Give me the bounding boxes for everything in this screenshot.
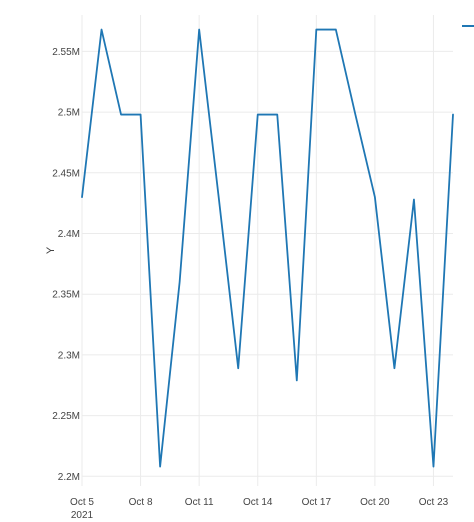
x-tick-sublabel: 2021	[71, 510, 94, 521]
y-axis-title: Y	[45, 246, 57, 254]
axis-layer: 2.2M 2.25M 2.3M 2.35M 2.4M 2.45M 2.5M 2.55M Oct …	[45, 47, 449, 521]
x-tick-label: Oct 8	[129, 497, 153, 508]
x-tick-label: Oct 23	[419, 497, 449, 508]
y-tick-label: 2.35M	[52, 290, 80, 301]
y-tick-label: 2.3M	[58, 350, 80, 361]
x-tick-label: Oct 17	[302, 497, 332, 508]
x-tick-label: Oct 11	[185, 497, 214, 508]
y-tick-label: 2.45M	[52, 168, 80, 179]
y-tick-label: 2.4M	[58, 229, 80, 240]
y-tick-label: 2.25M	[52, 411, 80, 422]
x-tick-label: Oct 14	[243, 497, 273, 508]
series-layer	[81, 28, 454, 468]
y-tick-label: 2.5M	[58, 108, 80, 119]
x-tick-label: Oct 5	[70, 497, 94, 508]
series-line	[81, 28, 454, 468]
y-tick-label: 2.55M	[52, 47, 80, 58]
x-tick-label: Oct 20	[360, 497, 390, 508]
y-tick-label: 2.2M	[58, 472, 80, 483]
grid-layer	[81, 15, 453, 486]
